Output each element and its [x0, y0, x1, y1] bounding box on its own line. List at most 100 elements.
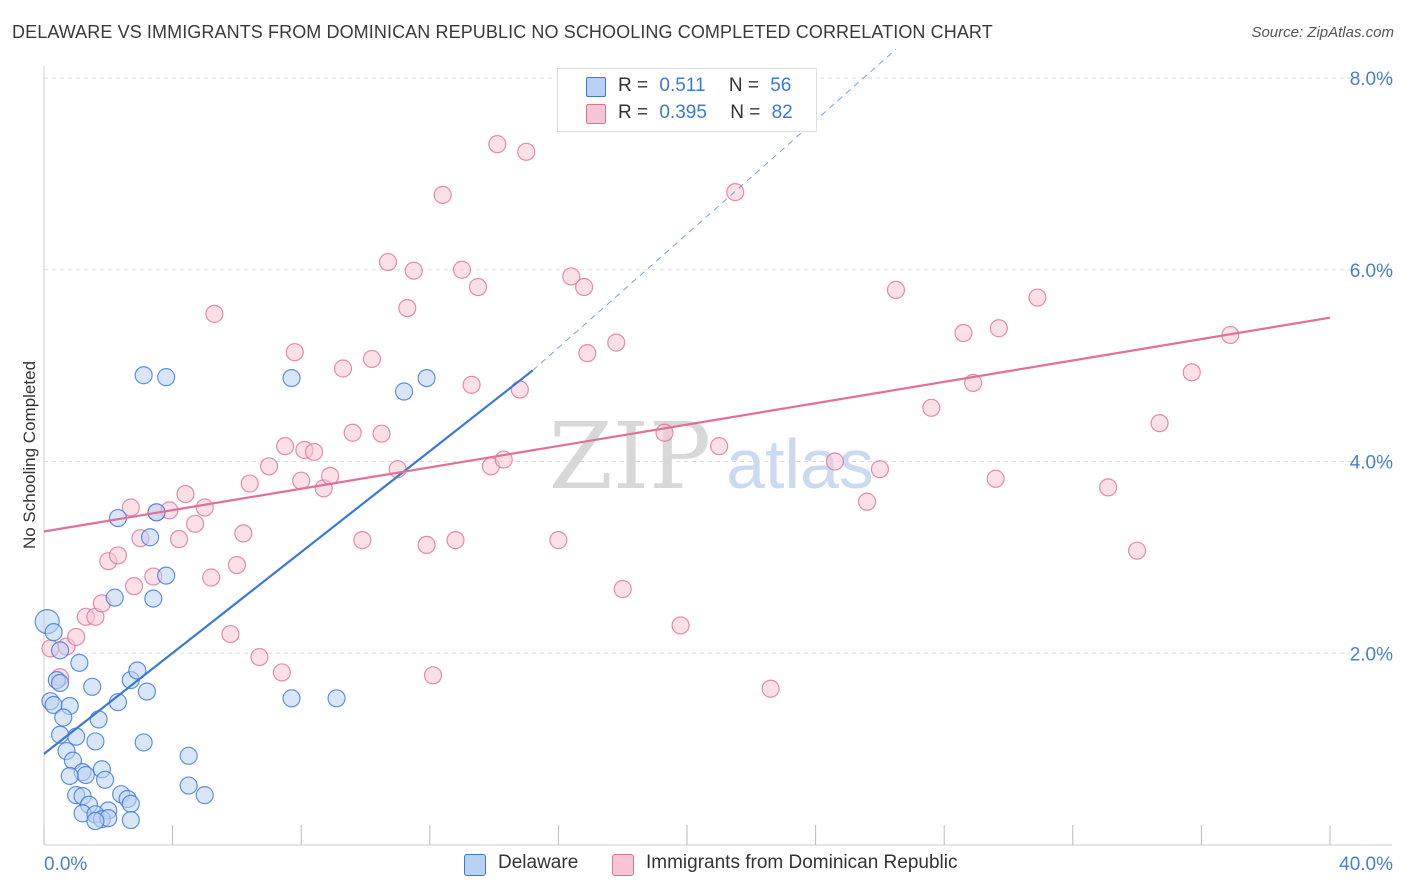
chart-title: DELAWARE VS IMMIGRANTS FROM DOMINICAN RE… [12, 22, 993, 42]
legend-n-value: 82 [771, 102, 793, 123]
y-tick-label: 6.0% [1350, 261, 1393, 282]
dominican-point [549, 531, 568, 550]
delaware-point [327, 689, 346, 708]
delaware-point [179, 746, 198, 765]
dominican-point [1150, 414, 1169, 433]
legend-r-value: 0.511 [659, 75, 706, 96]
dominican-point [954, 323, 973, 343]
dominican-point [1099, 478, 1118, 497]
tick-labels: 2.0% 4.0% 6.0% 8.0% 0.0% 40.0% [44, 69, 1393, 875]
dominican-point [562, 267, 581, 286]
delaware-point [76, 765, 95, 785]
dominican-point [433, 185, 452, 205]
dominican-point [575, 277, 594, 297]
delaware-trend-extension [532, 48, 897, 371]
dominican-point [227, 555, 246, 575]
delaware-point [50, 641, 70, 660]
delaware-point [89, 710, 108, 729]
dominican-point [446, 531, 465, 550]
dominican-point [517, 142, 536, 161]
dominican-point [176, 484, 195, 504]
dominican-point [1028, 288, 1047, 307]
delaware-point [394, 382, 414, 401]
series-dominican-points [41, 135, 1240, 698]
dominican-point [240, 474, 259, 493]
bottom-legend-swatch-blue [464, 854, 486, 876]
dominican-point [285, 343, 304, 362]
dominican-point [234, 524, 253, 543]
watermark: ZIP atlas [549, 403, 874, 510]
delaware-point [67, 727, 86, 746]
dominican-point [761, 679, 780, 698]
delaware-point [105, 588, 124, 607]
legend-r-label: R = [618, 75, 649, 96]
dominican-point [671, 616, 690, 635]
dominican-point [202, 568, 221, 587]
dominican-point [488, 135, 507, 154]
dominican-point [124, 577, 144, 596]
delaware-point [70, 653, 89, 672]
dominican-point [986, 469, 1005, 488]
dominican-point [423, 666, 443, 685]
dominican-point [857, 492, 877, 511]
trend-lines [43, 48, 1331, 755]
delaware-point [86, 732, 105, 751]
dominican-point [989, 319, 1008, 338]
dominican-point [1182, 363, 1201, 382]
dominican-point [108, 546, 128, 565]
delaware-point [83, 677, 102, 696]
legend-n-label: N = [728, 75, 759, 96]
legend-n-value: 56 [770, 75, 792, 96]
dominican-point [362, 349, 382, 369]
source-label: Source: ZipAtlas.com [1251, 24, 1394, 41]
dominican-point [221, 624, 240, 644]
delaware-point [121, 794, 140, 813]
delaware-point [140, 528, 160, 547]
dominican-point [468, 277, 488, 297]
watermark-atlas: atlas [726, 425, 874, 503]
dominican-point [372, 424, 391, 443]
delaware-point [195, 786, 214, 805]
delaware-point [86, 811, 105, 831]
x-tick-label: 0.0% [44, 854, 87, 875]
delaware-point [121, 810, 140, 830]
delaware-trend-line [43, 369, 534, 755]
x-tick-label: 40.0% [1339, 854, 1393, 875]
legend-swatch-blue [586, 77, 606, 97]
y-tick-label: 2.0% [1350, 644, 1393, 665]
legend-r-label: R = [618, 102, 649, 123]
dominican-point [825, 452, 844, 471]
legend-swatch-pink [586, 104, 606, 124]
delaware-point [60, 766, 79, 786]
y-tick-label: 4.0% [1350, 453, 1393, 474]
delaware-point [417, 368, 436, 388]
dominican-point [398, 299, 417, 318]
dominican-point [710, 437, 729, 456]
dominican-point [607, 333, 626, 352]
correlation-legend: R = 0.511 N = 56 R = 0.395 N = 82 [557, 68, 817, 132]
bottom-legend-swatch-pink [612, 854, 634, 876]
dominican-point [304, 442, 324, 462]
dominican-point [276, 437, 295, 456]
delaware-point [128, 661, 147, 680]
dominican-point [353, 531, 372, 550]
legend-n-label: N = [730, 102, 761, 123]
delaware-point [50, 673, 70, 693]
dominican-point [417, 535, 436, 555]
dominican-point [404, 261, 423, 280]
dominican-point [259, 457, 279, 476]
dominican-point [205, 304, 224, 323]
dominican-point [886, 280, 906, 299]
dominican-trend-line [43, 316, 1331, 533]
dominican-point [169, 530, 189, 549]
dominican-point [510, 380, 529, 399]
dominican-point [333, 359, 353, 378]
dominican-point [1127, 541, 1147, 560]
dominican-point [343, 423, 362, 442]
delaware-point [282, 368, 301, 388]
dominican-point [922, 398, 941, 417]
delaware-point [95, 770, 115, 789]
axes [43, 66, 1392, 846]
dominican-point [250, 647, 269, 667]
